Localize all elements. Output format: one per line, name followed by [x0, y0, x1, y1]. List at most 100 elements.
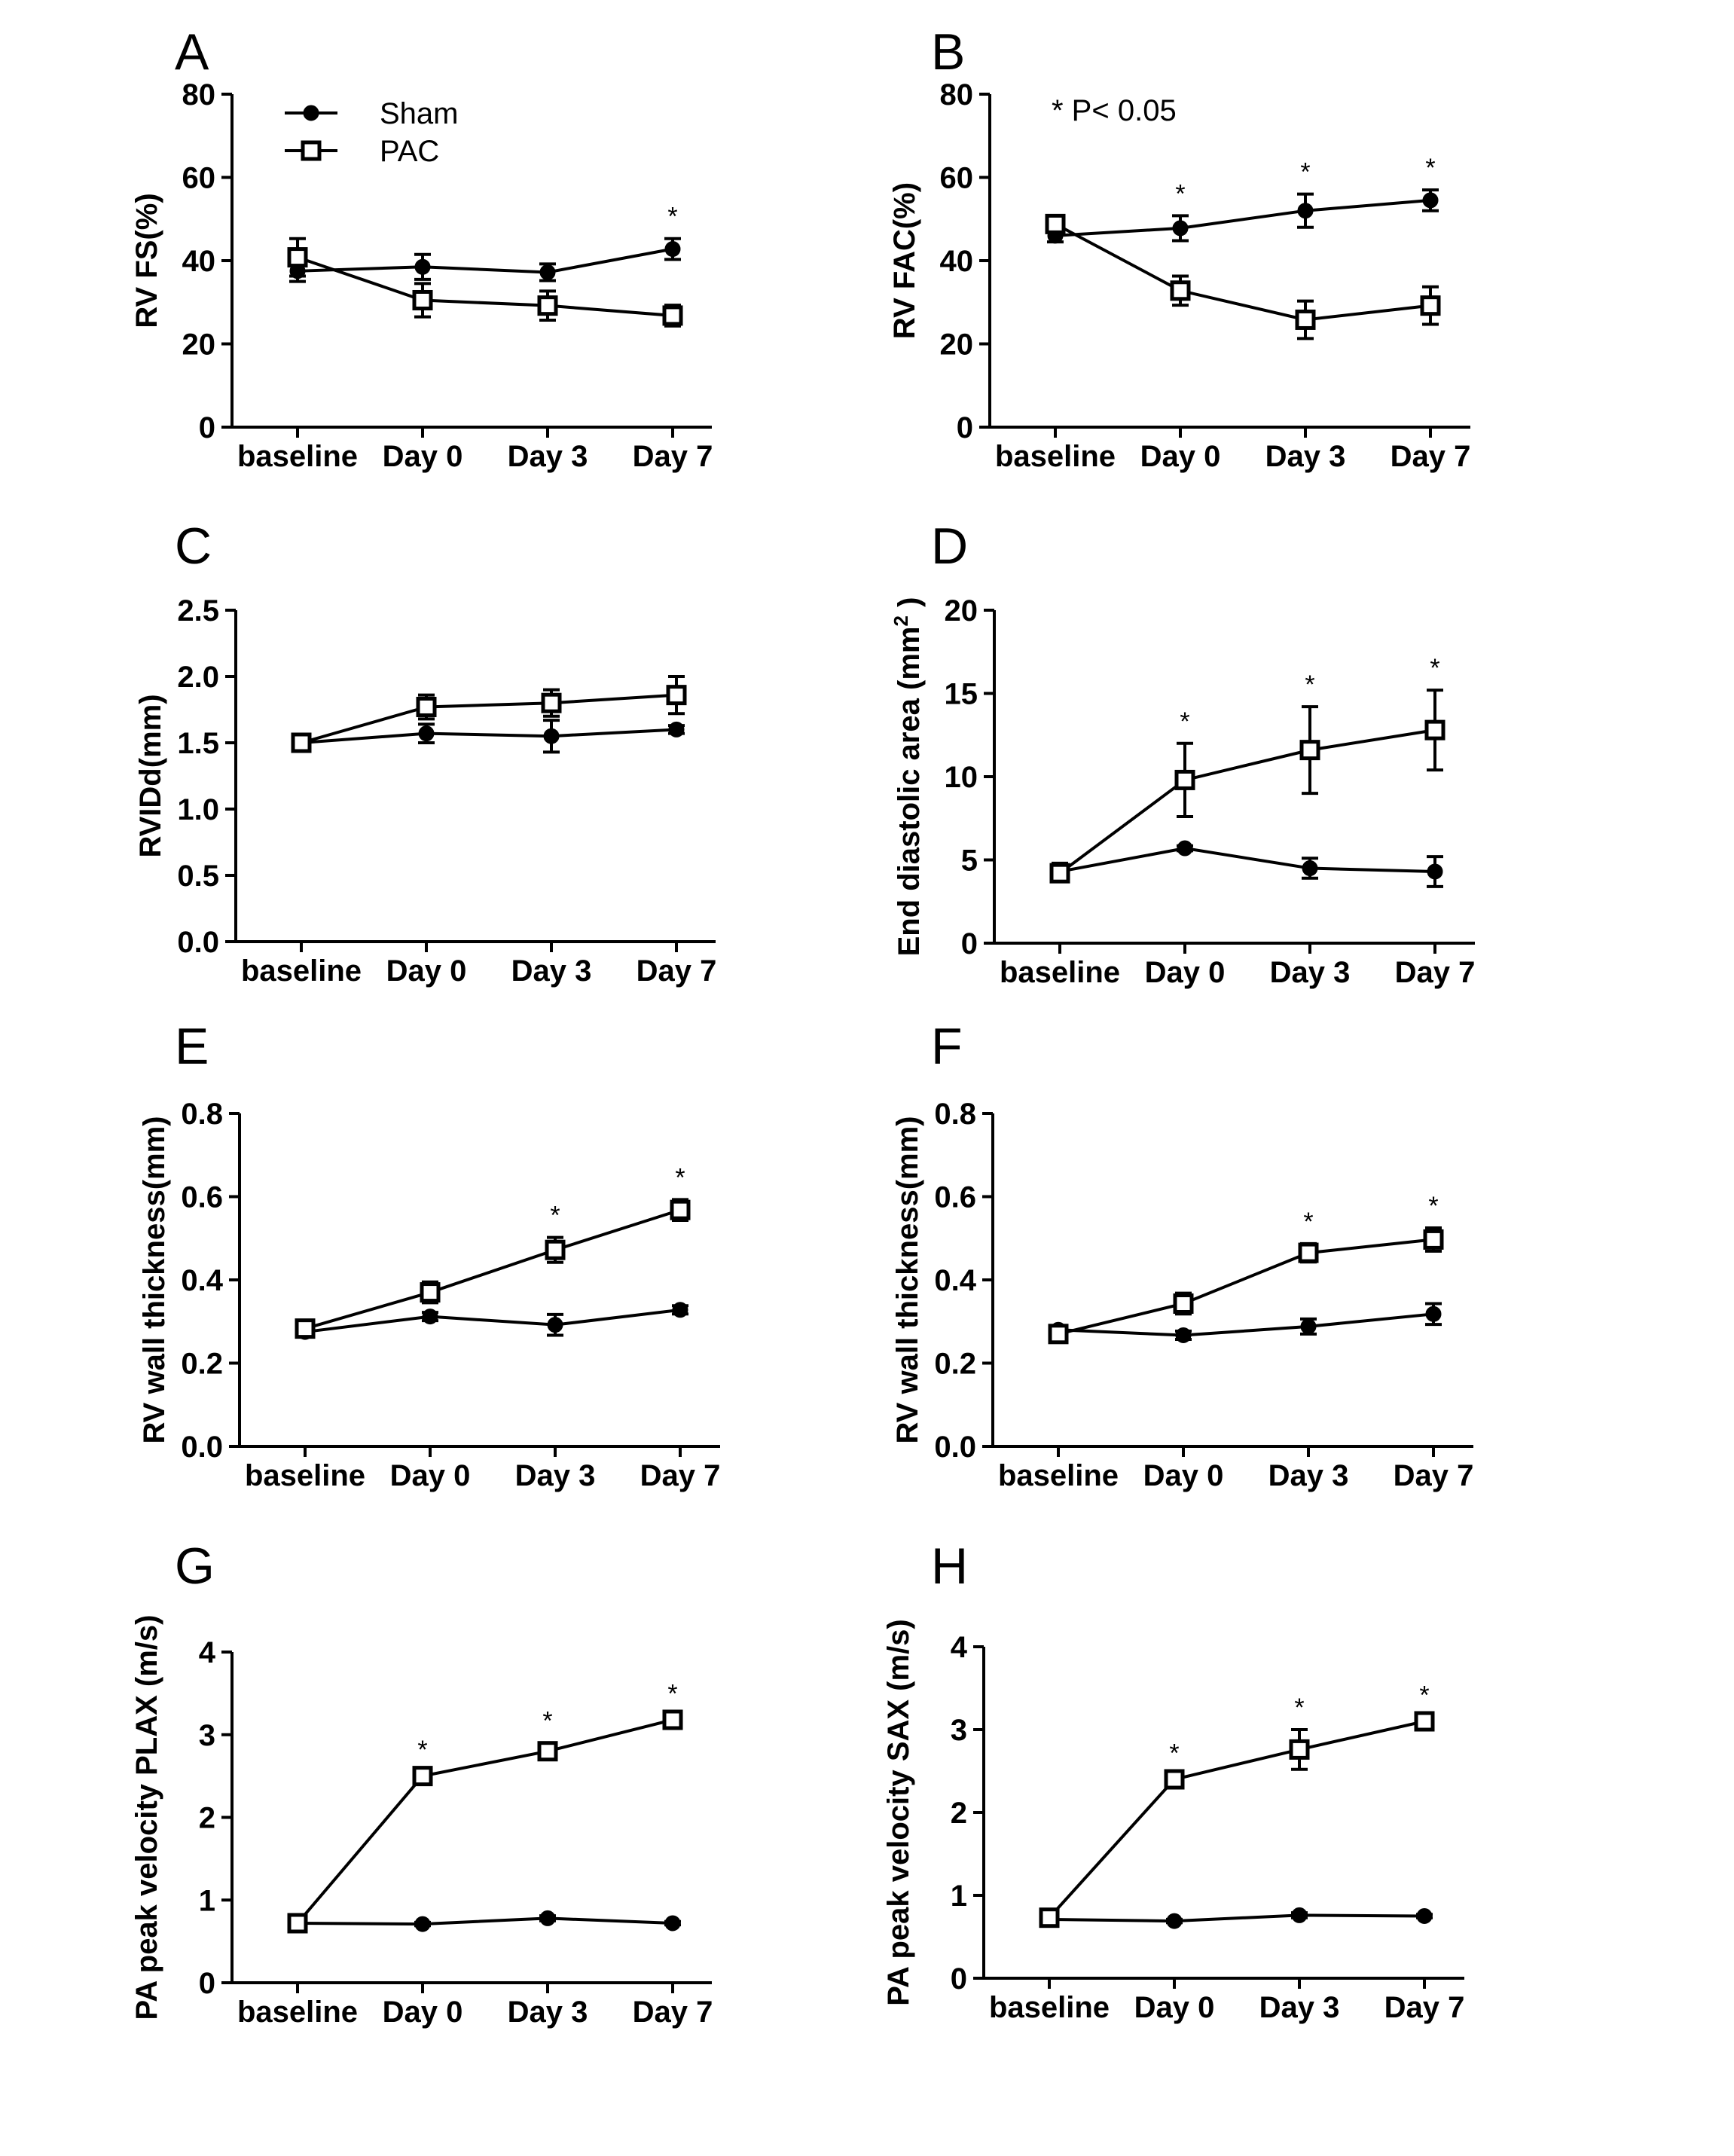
panel-h-series-sham-line [1049, 1913, 1425, 1923]
significance-note: * P< 0.05 [1052, 94, 1177, 127]
panel-e-significance-star: * [675, 1163, 685, 1192]
panel-c-ytick-label: 1.0 [177, 793, 219, 826]
panel-e-ytick-label: 0.8 [181, 1098, 223, 1131]
panel-d-series-sham-point [1302, 860, 1318, 877]
panel-e-series-pac-point [295, 1318, 316, 1339]
panel-d-ytick-label: 0 [961, 927, 978, 960]
panel-e-ytick-label: 0.4 [181, 1264, 223, 1297]
panel-c: C 0.0 0.5 1.0 1.5 2.0 2.5 baseline Day 0 Day 3 Day… [134, 518, 716, 988]
panel-h-series-pac-point [1164, 1769, 1185, 1790]
panel-h-significance-star: * [1419, 1681, 1429, 1710]
panel-e-xtick-label: Day 3 [515, 1459, 596, 1492]
panel-f-series-pac-line [1058, 1238, 1434, 1336]
panel-e-series-sham-line [304, 1308, 681, 1334]
panel-c-ytick-label: 2.5 [177, 594, 219, 628]
panel-f-ytick-label: 0.2 [934, 1348, 976, 1381]
panel-f: F 0.0 0.2 0.4 0.6 0.8 baseline Day 0 Day 3 Day 7 R… [891, 1018, 1473, 1492]
panel-h-series-pac [1039, 1711, 1435, 1928]
panel-c-ytick-label: 2.0 [177, 661, 219, 694]
panel-a-significance-star: * [667, 203, 677, 231]
panel-b-ytick-label: 20 [940, 328, 974, 362]
panel-f-series-pac-point [1298, 1242, 1319, 1263]
panel-a-xtick-label: Day 0 [383, 440, 463, 473]
panel-c-xtick-label: Day 7 [637, 954, 717, 988]
panel-e-series-pac [295, 1198, 691, 1339]
panel-e-ytick-label: 0.2 [181, 1348, 223, 1381]
panel-g-series-pac-point [537, 1741, 558, 1762]
panel-d-xtick-label: Day 7 [1395, 956, 1476, 989]
panel-d-series-sham-point [1177, 840, 1193, 857]
panel-f-series-pac-point [1048, 1324, 1069, 1345]
panel-g-xtick-label: Day 3 [508, 1996, 588, 2029]
legend-sham-marker [303, 105, 319, 121]
panel-d-series-pac-point [1049, 863, 1070, 884]
panel-f-ytick-label: 0.0 [934, 1431, 976, 1464]
panel-d-xtick-label: Day 0 [1145, 956, 1226, 989]
panel-f-ytick-label: 0.8 [934, 1098, 976, 1131]
panel-c-xtick-label: baseline [241, 954, 362, 988]
panel-e-xtick-label: baseline [245, 1459, 365, 1492]
panel-g-series-pac-line [296, 1718, 673, 1925]
panel-c-series-sham [293, 719, 685, 754]
panel-a-series-pac-point [287, 247, 308, 268]
panel-f-series-sham-point [1175, 1327, 1192, 1343]
panel-g-significance-star: * [667, 1680, 677, 1709]
panel-g-ytick-label: 2 [199, 1802, 215, 1835]
panel-f-xtick-label: Day 0 [1143, 1459, 1224, 1492]
panel-c-series-pac-point [541, 692, 562, 713]
panel-d-series-sham-line [1059, 847, 1436, 873]
panel-g-series-pac-point [662, 1709, 683, 1730]
panel-d-ytick-label: 20 [945, 594, 978, 628]
panel-d-ytick-label: 10 [945, 761, 978, 794]
panel-e-series-sham-point [422, 1309, 438, 1325]
panel-a-ytick-label: 20 [182, 328, 216, 362]
panel-b-significance-star: * [1300, 158, 1310, 187]
panel-c-series-pac-point [666, 685, 687, 706]
panel-g-series-pac-point [287, 1913, 308, 1934]
panel-e-ytick-label: 0.6 [181, 1181, 223, 1214]
panel-h-ytick-label: 2 [951, 1797, 967, 1830]
panel-g-ytick-label: 0 [199, 1967, 215, 2000]
panel-f-letter: F [931, 1018, 963, 1075]
panel-g-series-pac-point [412, 1766, 433, 1787]
panel-d-series-pac-point [1299, 740, 1320, 761]
panel-e-series-pac-point [545, 1239, 566, 1260]
panel-b: B 0 20 40 60 80 baseline Day 0 Day 3 Day 7 RV FAC(… [888, 23, 1470, 473]
panel-h-series-pac-point [1414, 1711, 1435, 1732]
panel-g-series-sham-line [297, 1916, 673, 1926]
panel-c-series-sham-point [543, 728, 560, 744]
panel-h-xtick-label: baseline [989, 1991, 1110, 2024]
panel-d-letter: D [931, 518, 968, 575]
panel-g-series-sham [289, 1910, 681, 1932]
panel-e-series-pac-point [420, 1282, 441, 1303]
panel-c-ytick-label: 1.5 [177, 727, 219, 760]
panel-d-ytick-label: 15 [945, 678, 978, 711]
panel-e-ylabel: RV wall thickness(mm) [138, 1116, 171, 1444]
panel-d-xtick-label: baseline [1000, 956, 1120, 989]
panel-d-series-sham-point [1427, 863, 1443, 880]
panel-b-series-pac-point [1170, 280, 1191, 301]
panel-b-series-pac-point [1295, 309, 1316, 330]
panel-b-ytick-label: 0 [957, 411, 973, 444]
legend-sham-label: Sham [380, 97, 459, 130]
panel-e-letter: E [175, 1018, 209, 1075]
panel-c-xtick-label: Day 3 [511, 954, 592, 988]
panel-c-series-pac-point [416, 696, 437, 717]
panel-a-ylabel: RV FS(%) [130, 193, 163, 328]
panel-b-xtick-label: baseline [995, 440, 1116, 473]
panel-b-series-sham-line [1055, 198, 1431, 237]
panel-d-ytick-label: 5 [961, 844, 978, 878]
legend-pac-label: PAC [380, 135, 439, 168]
panel-f-xtick-label: Day 7 [1394, 1459, 1474, 1492]
panel-h-series-sham-point [1291, 1907, 1308, 1923]
panel-a-ytick-label: 80 [182, 78, 216, 111]
panel-a-letter: A [175, 23, 209, 81]
panel-g-ylabel: PA peak velocity PLAX (m/s) [130, 1615, 163, 2020]
panel-b-series-sham-point [1172, 220, 1189, 237]
panel-f-ylabel: RV wall thickness(mm) [891, 1116, 924, 1444]
panel-e: E 0.0 0.2 0.4 0.6 0.8 baseline Day 0 Day 3 Day 7 R… [138, 1018, 720, 1492]
panel-e-series-pac-line [304, 1208, 681, 1330]
panel-a-series-pac-point [537, 295, 558, 316]
panel-d-series-sham [1052, 840, 1443, 888]
